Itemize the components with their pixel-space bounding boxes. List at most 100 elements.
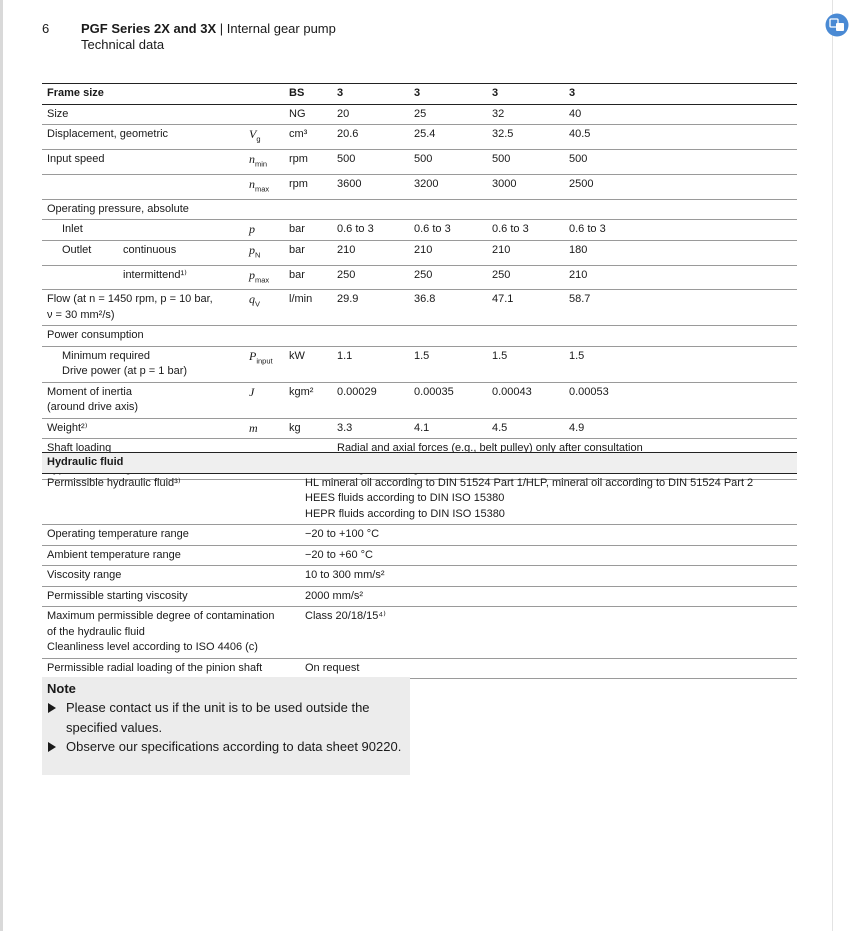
header-row: Hydraulic fluid <box>42 452 797 474</box>
header-label: Hydraulic fluid <box>42 452 797 474</box>
value: 180 <box>566 240 797 266</box>
label-line: Drive power (at p = 1 bar) <box>62 365 188 378</box>
label-line: Input speed <box>47 152 105 165</box>
symbol: Vg <box>247 124 287 150</box>
bullet <box>48 742 56 752</box>
value: 250 <box>411 265 489 291</box>
table-row: Operating temperature range −20 to +100 °… <box>42 524 797 546</box>
label-line: Inlet <box>62 223 83 236</box>
row-label: Power consumption <box>42 325 247 347</box>
table-row: intermittend¹⁾ pmax bar 250 250 250 210 <box>42 265 797 291</box>
value: 47.1 <box>489 289 566 327</box>
value: 4.1 <box>411 418 489 440</box>
row-label: Ambient temperature range <box>42 545 302 566</box>
symbol-sub: max <box>255 274 270 284</box>
value: 40 <box>566 104 797 125</box>
title-suffix: | Internal gear pump <box>219 21 336 36</box>
row-label: Outlet continuous <box>42 240 247 266</box>
label-line: ν = 30 mm²/s) <box>47 308 115 321</box>
table-row: nmax rpm 3600 3200 3000 2500 <box>42 174 797 200</box>
symbol: nmin <box>247 149 287 175</box>
header-row: Frame size BS 3 3 3 3 <box>42 83 797 105</box>
unit: cm³ <box>287 124 334 150</box>
symbol-main: P <box>249 348 257 363</box>
row-label: Permissible hydraulic fluid³⁾ <box>42 473 302 525</box>
value: 0.00035 <box>411 382 489 419</box>
value: 500 <box>411 149 489 175</box>
symbol-main: J <box>249 384 255 399</box>
value: 500 <box>489 149 566 175</box>
empty <box>334 325 797 347</box>
value: 0.6 to 3 <box>489 219 566 241</box>
table-row: Ambient temperature range −20 to +60 °C <box>42 545 797 566</box>
value: 250 <box>334 265 411 291</box>
row-value: On request <box>302 658 797 679</box>
row-label: Viscosity range <box>42 565 302 587</box>
unit: NG <box>287 104 334 125</box>
symbol <box>247 199 287 221</box>
value: 1.5 <box>489 346 566 383</box>
translate-icon[interactable] <box>825 13 849 37</box>
note-item: Please contact us if the unit is to be u… <box>48 698 406 737</box>
value: 500 <box>334 149 411 175</box>
value: 210 <box>334 240 411 266</box>
value: 3200 <box>411 174 489 200</box>
label-line: Size <box>47 107 69 120</box>
value-line: HL mineral oil according to DIN 51524 Pa… <box>305 476 754 489</box>
row-value: −20 to +100 °C <box>302 524 797 546</box>
value: 1.5 <box>566 346 797 383</box>
row-value: 2000 mm/s² <box>302 586 797 607</box>
symbol <box>247 104 287 125</box>
symbol-main: q <box>249 292 255 307</box>
symbol-sub: N <box>255 250 261 260</box>
note-box: Note Please contact us if the unit is to… <box>42 677 410 775</box>
empty <box>334 199 797 221</box>
symbol-main: p <box>249 222 255 237</box>
label-line: Operating pressure, absolute <box>47 202 189 215</box>
label-line: of the hydraulic fluid <box>47 625 145 638</box>
value: 29.9 <box>334 289 411 327</box>
header-unit: BS <box>287 83 334 105</box>
symbol-sub: max <box>255 184 270 194</box>
symbol-sub: min <box>255 159 268 169</box>
fluid-table: Hydraulic fluid Permissible hydraulic flu… <box>42 452 797 679</box>
symbol: qV <box>247 289 287 327</box>
table-row: Maximum permissible degree of contaminat… <box>42 606 797 659</box>
row-label: Flow (at n = 1450 rpm, p = 10 bar, ν = 30… <box>42 289 247 327</box>
value: 58.7 <box>566 289 797 327</box>
unit: kg <box>287 418 334 440</box>
value: 25.4 <box>411 124 489 150</box>
label-line: Permissible starting viscosity <box>47 589 188 602</box>
technical-table: Frame size BS 3 3 3 3 Size NG 20 25 32 40 Displaceme… <box>42 83 797 481</box>
symbol: Pinput <box>247 346 287 383</box>
unit: kgm² <box>287 382 334 419</box>
value-line: HEPR fluids according to DIN ISO 15380 <box>305 507 505 520</box>
symbol-main: V <box>249 127 257 141</box>
unit: rpm <box>287 149 334 175</box>
icon-glyph <box>836 23 844 31</box>
row-value: −20 to +60 °C <box>302 545 797 566</box>
symbol: J <box>247 382 287 419</box>
row-label: Operating pressure, absolute <box>42 199 247 221</box>
symbol: nmax <box>247 174 287 200</box>
row-value: HL mineral oil according to DIN 51524 Pa… <box>302 473 797 525</box>
row-label: Input speed <box>42 149 247 175</box>
label-line: Moment of inertia <box>47 385 132 398</box>
value: 1.1 <box>334 346 411 383</box>
value: 210 <box>489 240 566 266</box>
value-line: On request <box>305 661 360 674</box>
page-number: 6 <box>42 21 50 36</box>
label-line: Weight²⁾ <box>47 421 88 434</box>
symbol-main: n <box>249 151 255 166</box>
symbol-main: p <box>249 242 255 257</box>
title: PGF Series 2X and 3X | Internal gear pum… <box>81 21 336 36</box>
table-row: Displacement, geometric Vg cm³ 20.6 25.4 32.5… <box>42 124 797 150</box>
label-line: Permissible radial loading of the pinion… <box>47 661 263 674</box>
table-row: Inlet p bar 0.6 to 3 0.6 to 3 0.6 to 3 0.6 to … <box>42 219 797 241</box>
value-line: −20 to +100 °C <box>305 528 380 540</box>
label-line: Power consumption <box>47 329 144 342</box>
symbol-sub: input <box>256 356 273 366</box>
label-line: Cleanliness level according to ISO 4406 … <box>47 641 258 653</box>
label-line: Outlet <box>62 243 92 256</box>
